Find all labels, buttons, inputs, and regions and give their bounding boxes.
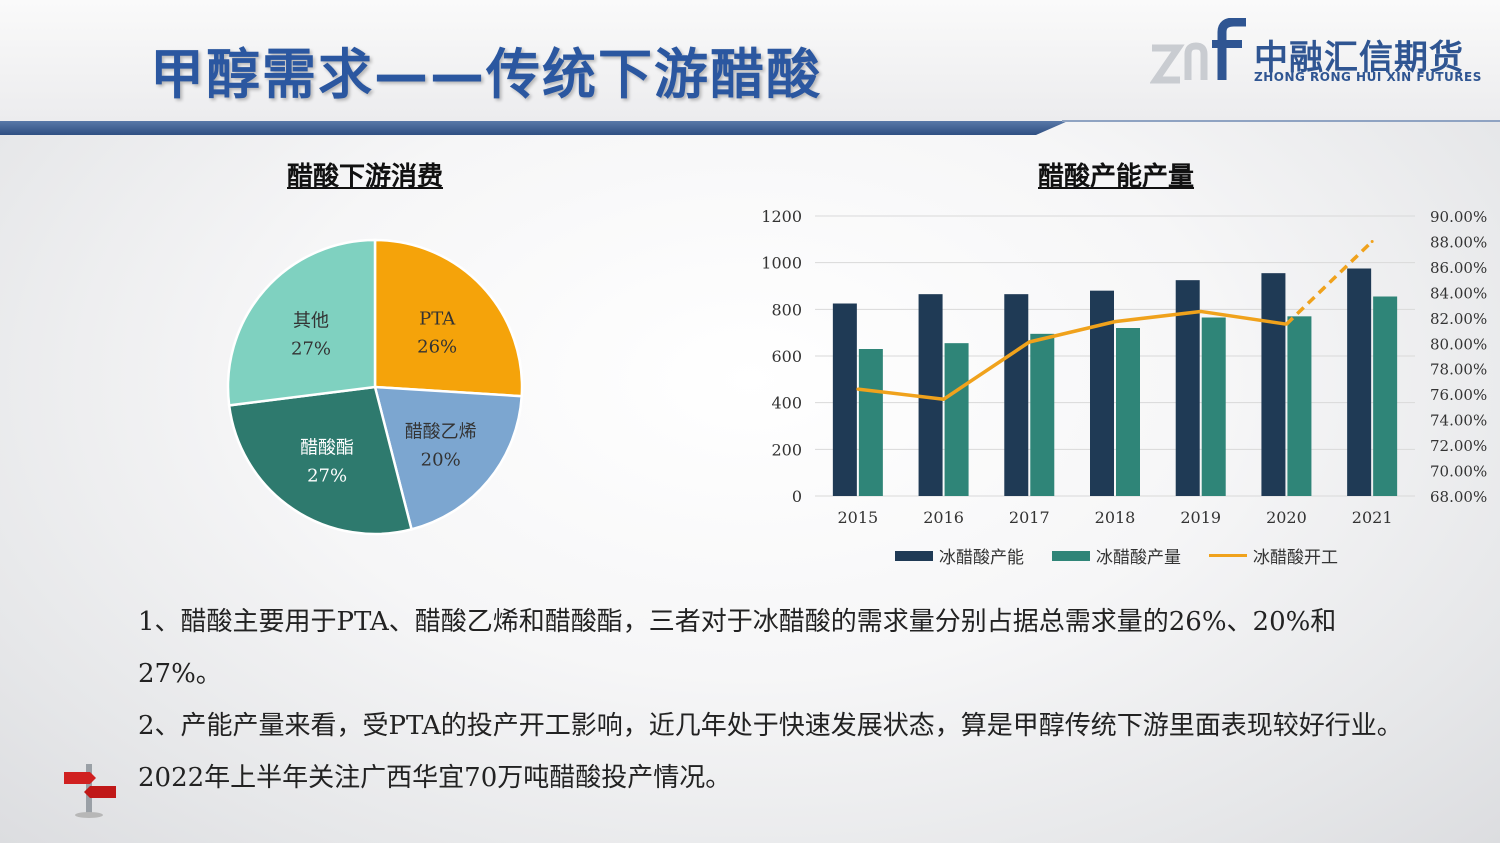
bar-output <box>1201 317 1226 496</box>
legend-item-utilization: 冰醋酸开工 <box>1209 543 1338 568</box>
paragraph-2: 2、产能产量来看，受PTA的投产开工影响，近几年处于快速发展状态，算是甲醇传统下… <box>138 711 1403 793</box>
y-tick-label: 800 <box>771 300 802 319</box>
paragraph-1: 1、醋酸主要用于PTA、醋酸乙烯和醋酸酯，三者对于冰醋酸的需求量分别占据总需求量… <box>138 607 1337 689</box>
y2-tick-label: 76.00% <box>1430 386 1487 404</box>
bar-output <box>1030 333 1055 496</box>
pie-slice-vinyl-acetate <box>373 385 524 531</box>
bar-chart-title: 醋酸产能产量 <box>1038 162 1195 192</box>
x-tick-label: 2016 <box>923 508 964 527</box>
y2-tick-label: 74.00% <box>1430 412 1487 430</box>
y-tick-label: 600 <box>771 347 802 366</box>
logo-text-cn: 中融汇信期货 <box>1254 38 1464 78</box>
pie-value-acetate-ester: 27% <box>307 466 347 487</box>
legend-label-utilization: 冰醋酸开工 <box>1253 548 1338 568</box>
y2-tick-label: 90.00% <box>1430 208 1487 226</box>
legend-item-capacity: 冰醋酸产能 <box>895 543 1024 568</box>
page-title: 甲醇需求——传统下游醋酸 <box>150 43 822 106</box>
line-utilization-forecast <box>1285 240 1374 326</box>
pie-value-pta: 26% <box>417 337 457 358</box>
pie-label-acetate-ester: 醋酸酯 <box>300 438 354 459</box>
bar-output <box>944 343 969 496</box>
line-point-utilization <box>942 397 946 401</box>
y2-tick-label: 78.00% <box>1430 361 1487 379</box>
y-tick-label: 0 <box>792 487 802 506</box>
x-tick-label: 2015 <box>837 508 878 527</box>
bar-capacity <box>1004 294 1029 496</box>
legend-swatch-output <box>1052 550 1090 561</box>
pie-slice-acetate-ester <box>227 385 414 536</box>
line-point-utilization <box>1113 320 1117 324</box>
pie-label-vinyl-acetate: 醋酸乙烯 <box>405 421 477 442</box>
bar-capacity <box>1261 273 1286 496</box>
bar-capacity <box>832 303 857 496</box>
bar-output <box>1373 296 1398 496</box>
y2-tick-label: 86.00% <box>1430 259 1487 277</box>
legend-label-output: 冰醋酸产量 <box>1096 548 1181 568</box>
pie-chart-title: 醋酸下游消费 <box>287 162 444 192</box>
company-logo: 中融汇信期货 ZHONG RONG HUI XIN FUTURES <box>1150 18 1481 98</box>
pie-slice-pta <box>373 238 524 398</box>
line-point-utilization <box>1027 340 1031 344</box>
y2-tick-label: 84.00% <box>1430 284 1487 302</box>
y2-tick-label: 72.00% <box>1430 437 1487 455</box>
y2-tick-label: 68.00% <box>1430 488 1487 506</box>
bar-line-chart: 0 200 400 600 800 1000 1200 68.00% 70.00% 72.00% 7… <box>761 207 1487 527</box>
x-tick-label: 2019 <box>1180 508 1221 527</box>
bar-capacity <box>1175 280 1200 496</box>
line-utilization <box>857 309 1287 402</box>
bar-output <box>858 349 883 496</box>
logo-mark-icon <box>1150 18 1246 84</box>
pie-slice-other <box>226 238 377 407</box>
bar-capacity <box>1347 268 1372 496</box>
x-tick-label: 2020 <box>1266 508 1307 527</box>
y-tick-label: 200 <box>771 440 802 459</box>
pie-label-other: 其他 <box>293 311 329 332</box>
y2-tick-label: 80.00% <box>1430 335 1487 353</box>
legend-label-capacity: 冰醋酸产能 <box>939 548 1024 568</box>
line-point-utilization <box>856 387 860 391</box>
pie-value-vinyl-acetate: 20% <box>421 449 461 470</box>
header-rule-thin <box>1062 120 1500 122</box>
logo-text-en: ZHONG RONG HUI XIN FUTURES <box>1254 70 1482 84</box>
y-tick-label: 1200 <box>761 207 802 226</box>
x-tick-label: 2021 <box>1352 508 1393 527</box>
bar-output <box>1116 328 1140 496</box>
header-band <box>0 0 1500 122</box>
y2-tick-label: 82.00% <box>1430 310 1487 328</box>
pie-chart: PTA 26% 醋酸乙烯 20% 醋酸酯 27% 其他 27% <box>226 238 524 536</box>
signpost-icon <box>64 764 116 818</box>
header-rule <box>0 121 1068 135</box>
y2-tick-label: 88.00% <box>1430 233 1487 251</box>
bar-output <box>1287 316 1312 496</box>
pie-label-pta: PTA <box>419 309 456 330</box>
y-tick-label: 400 <box>771 394 802 413</box>
pie-value-other: 27% <box>291 339 331 360</box>
bar-chart-legend: 冰醋酸产能 冰醋酸产量 冰醋酸开工 <box>895 543 1338 568</box>
line-point-utilization <box>1370 239 1374 243</box>
x-tick-label: 2018 <box>1095 508 1136 527</box>
x-tick-label: 2017 <box>1009 508 1050 527</box>
legend-swatch-capacity <box>895 550 933 561</box>
line-point-utilization <box>1199 309 1203 313</box>
line-point-utilization <box>1284 322 1288 326</box>
y2-tick-label: 70.00% <box>1430 463 1487 481</box>
legend-item-output: 冰醋酸产量 <box>1052 543 1181 568</box>
legend-swatch-utilization <box>1209 554 1247 557</box>
y-tick-label: 1000 <box>761 254 802 273</box>
